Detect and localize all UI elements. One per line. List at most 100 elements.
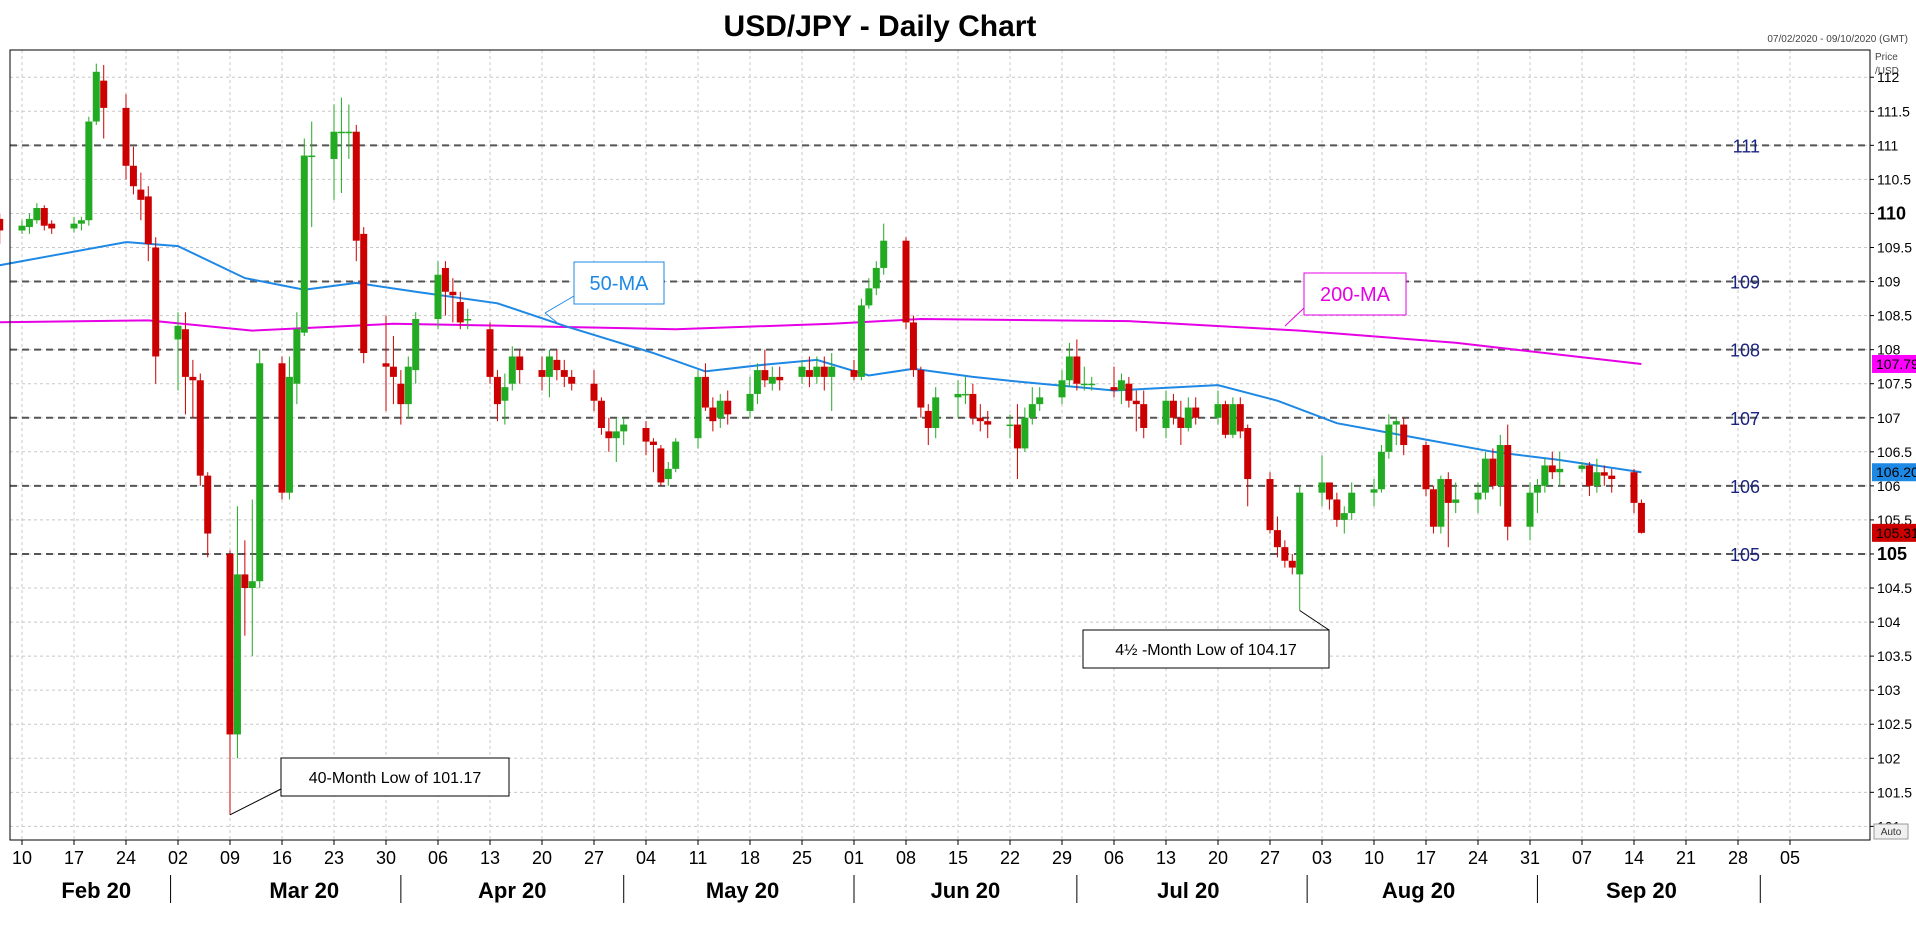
candle-body bbox=[545, 356, 553, 377]
price-axis-label: Price bbox=[1875, 52, 1898, 63]
candle-body bbox=[820, 366, 828, 377]
candle bbox=[538, 356, 546, 391]
chart-title: USD/JPY - Daily Chart bbox=[724, 10, 1037, 43]
candle-body bbox=[1073, 356, 1081, 384]
candle-body bbox=[1496, 445, 1504, 486]
candle-body bbox=[1184, 407, 1192, 428]
low40-callout-label: 40-Month Low of 101.17 bbox=[309, 770, 482, 787]
auto-scale-label: Auto bbox=[1881, 827, 1902, 838]
ma50-callout-box bbox=[573, 261, 665, 305]
candle bbox=[25, 213, 33, 234]
candle bbox=[1117, 373, 1125, 405]
candle-body bbox=[48, 223, 56, 229]
candle-body bbox=[1221, 404, 1229, 435]
candle-body bbox=[1169, 400, 1177, 418]
candle bbox=[657, 445, 665, 486]
month-label: Jun 20 bbox=[931, 878, 1001, 903]
candle bbox=[724, 390, 732, 425]
x-tick-label: 01 bbox=[844, 848, 864, 868]
candle-body bbox=[1229, 404, 1237, 435]
candle bbox=[932, 387, 940, 439]
candle-body bbox=[612, 431, 620, 439]
candle-body bbox=[1132, 400, 1140, 405]
candle-body bbox=[753, 370, 761, 394]
candle-body bbox=[137, 189, 145, 200]
candle-body bbox=[724, 400, 732, 415]
candle bbox=[1184, 397, 1192, 432]
y-tick-label: 111 bbox=[1877, 137, 1898, 153]
candle-body bbox=[1036, 397, 1044, 405]
low45-callout-box bbox=[1082, 629, 1330, 669]
candle bbox=[1036, 387, 1044, 411]
x-tick-label: 23 bbox=[324, 848, 344, 868]
y-tick-label: 108 bbox=[1877, 342, 1901, 358]
candle-body bbox=[293, 329, 301, 384]
candle bbox=[1400, 417, 1408, 456]
annotations-layer: 50-MA 200-MA 40-Month Low of 101.17 4½ -Mon… bbox=[229, 261, 1407, 816]
candle-body bbox=[1177, 417, 1185, 428]
month-label: May 20 bbox=[706, 878, 779, 903]
x-tick-label: 28 bbox=[1728, 848, 1748, 868]
candle bbox=[776, 366, 784, 391]
candle bbox=[1340, 506, 1348, 534]
candle-body bbox=[865, 288, 873, 306]
candle bbox=[850, 359, 858, 381]
candle bbox=[308, 121, 316, 228]
candle bbox=[382, 315, 390, 411]
candle-body bbox=[1400, 424, 1408, 445]
candle-body bbox=[256, 363, 264, 582]
candle-body bbox=[1273, 530, 1281, 548]
auto-scale-box[interactable] bbox=[1873, 823, 1909, 840]
ma50-layer bbox=[0, 241, 1642, 474]
candle bbox=[241, 540, 249, 636]
candle-body bbox=[597, 400, 605, 428]
candle-body bbox=[805, 370, 813, 377]
candle-body bbox=[389, 366, 397, 377]
candles-layer bbox=[0, 63, 1645, 815]
candle bbox=[605, 417, 613, 452]
candle bbox=[1370, 479, 1378, 507]
low45-callout-label: 4½ -Month Low of 104.17 bbox=[1115, 642, 1297, 659]
candle-body bbox=[1028, 404, 1036, 418]
candle bbox=[100, 64, 108, 139]
x-tick-label: 29 bbox=[1052, 848, 1072, 868]
x-tick-label: 15 bbox=[948, 848, 968, 868]
candle-body bbox=[657, 448, 665, 483]
candle-body bbox=[768, 376, 776, 384]
candle-body bbox=[92, 71, 100, 122]
candle bbox=[1006, 414, 1014, 439]
candle-body bbox=[568, 376, 576, 384]
candle-body bbox=[880, 240, 888, 268]
candle-body bbox=[0, 218, 4, 231]
candle-body bbox=[1429, 489, 1437, 527]
candle bbox=[1229, 397, 1237, 439]
candle bbox=[1058, 370, 1066, 405]
candle bbox=[449, 278, 457, 323]
candle-body bbox=[538, 370, 546, 377]
x-tick-label: 21 bbox=[1676, 848, 1696, 868]
x-tick-label: 18 bbox=[740, 848, 760, 868]
candle-body bbox=[508, 356, 516, 384]
candle bbox=[1392, 417, 1400, 445]
month-label: Jul 20 bbox=[1157, 878, 1219, 903]
candle bbox=[917, 366, 925, 418]
candle-body bbox=[761, 370, 769, 381]
candle bbox=[1065, 342, 1073, 388]
candle-body bbox=[1065, 356, 1073, 381]
candle bbox=[813, 356, 821, 384]
month-label: Sep 20 bbox=[1606, 878, 1677, 903]
candle bbox=[501, 373, 509, 425]
candle bbox=[1578, 462, 1586, 473]
x-tick-label: 06 bbox=[1104, 848, 1124, 868]
candle-body bbox=[1422, 445, 1430, 490]
candle-body bbox=[1600, 472, 1608, 476]
month-label: Apr 20 bbox=[478, 878, 546, 903]
y-tick-label: 102 bbox=[1877, 750, 1901, 766]
candle bbox=[152, 237, 160, 384]
candle-body bbox=[189, 376, 197, 381]
candle-body bbox=[1370, 489, 1378, 493]
candle-body bbox=[984, 421, 992, 425]
candle-body bbox=[1630, 472, 1638, 503]
candle bbox=[1444, 472, 1452, 548]
candle bbox=[954, 380, 962, 418]
